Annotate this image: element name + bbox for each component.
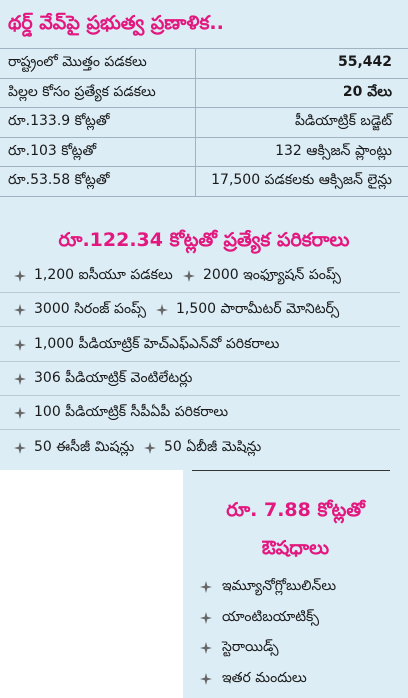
medicine-item: స్టెరాయిడ్స్: [222, 639, 279, 655]
medicine-title: రూ. 7.88 కోట్లతో: [226, 499, 365, 521]
table-label: రాష్ట్రంలో మొత్తం పడకలు: [8, 54, 147, 70]
medicine-panel: [183, 470, 408, 698]
table-label: రూ.53.58 కోట్లతో: [8, 172, 110, 188]
divider: [192, 470, 390, 471]
equipment-item: 306 పీడియాట్రిక్ వెంటిలేటర్లు: [34, 369, 193, 386]
table-label: రూ.103 కోట్లతో: [8, 142, 97, 159]
item-line: [0, 429, 400, 431]
equipment-item: 2000 ఇంఫ్యూషన్ పంప్స్: [203, 267, 341, 283]
medicine-item: ఇమ్యూనోగ్లోబులిన్‌లు: [222, 578, 337, 594]
bullet: [156, 304, 168, 317]
bullet: [14, 441, 26, 454]
bullet: [144, 441, 156, 454]
table-line: [0, 166, 408, 167]
table-value: పీడియాట్రిక్ బడ్జెట్: [294, 113, 392, 129]
bullet: [200, 642, 212, 654]
equipment-item: 100 పీడియాట్రిక్ సీపీఏపీ పరికరాలు: [34, 404, 229, 421]
bullet: [14, 407, 26, 420]
equipment-item: 1,200 ఐసీయూ పడకలు: [34, 267, 173, 283]
equipment-item: 50 ఏబీజీ మెషిన్లు: [164, 438, 262, 455]
bullet: [200, 672, 212, 685]
table-divider: [195, 48, 196, 196]
item-line: [0, 394, 400, 396]
bullet: [14, 270, 26, 282]
table-label: రూ.133.9 కోట్లతో: [8, 113, 110, 129]
item-line: [0, 292, 400, 293]
table-line: [0, 195, 408, 197]
equipment-item: 3000 సిరంజ్ పంప్స్: [34, 301, 147, 318]
item-line: [0, 360, 400, 362]
bullet: [183, 270, 195, 282]
table-value: 20 వేలు: [342, 83, 392, 100]
table-value: 132 ఆక్సిజన్ ప్లాంట్లు: [275, 142, 392, 159]
bullet: [14, 304, 26, 317]
bullet: [200, 611, 212, 624]
table-line: [0, 77, 408, 79]
title: థర్డ్ వేవ్‌పై ప్రభుత్వ ప్రణాళిక..: [8, 12, 224, 34]
medicine-title: ఔషధాలు: [261, 537, 330, 559]
table-line: [0, 107, 408, 108]
equipment-item: 1,000 పీడియాట్రిక్ హెచ్ఎఫ్ఎన్‌వో పరికరాల…: [34, 335, 280, 352]
bullet: [14, 338, 26, 351]
table-label: పిల్లల కోసం ప్రత్యేక పడకలు: [8, 83, 156, 100]
table-value: 17,500 పడకలకు ఆక్సిజన్ లైన్లు: [211, 172, 392, 188]
table-value: 55,442: [337, 54, 392, 70]
section-title: రూ.122.34 కోట్లతో ప్రత్యేక పరికరాలు: [58, 229, 350, 251]
table-line: [0, 48, 408, 49]
equipment-item: 50 ఈసీజీ మిషన్లు: [34, 438, 135, 455]
medicine-item: యాంటిబయాటిక్స్: [222, 608, 320, 625]
table-line: [0, 136, 408, 138]
bullet: [200, 581, 212, 593]
item-line: [0, 326, 400, 328]
equipment-item: 1,500 పారామీటర్ మోనిటర్స్: [176, 301, 340, 318]
medicine-item: ఇతర మందులు: [222, 669, 307, 686]
bullet: [14, 372, 26, 385]
